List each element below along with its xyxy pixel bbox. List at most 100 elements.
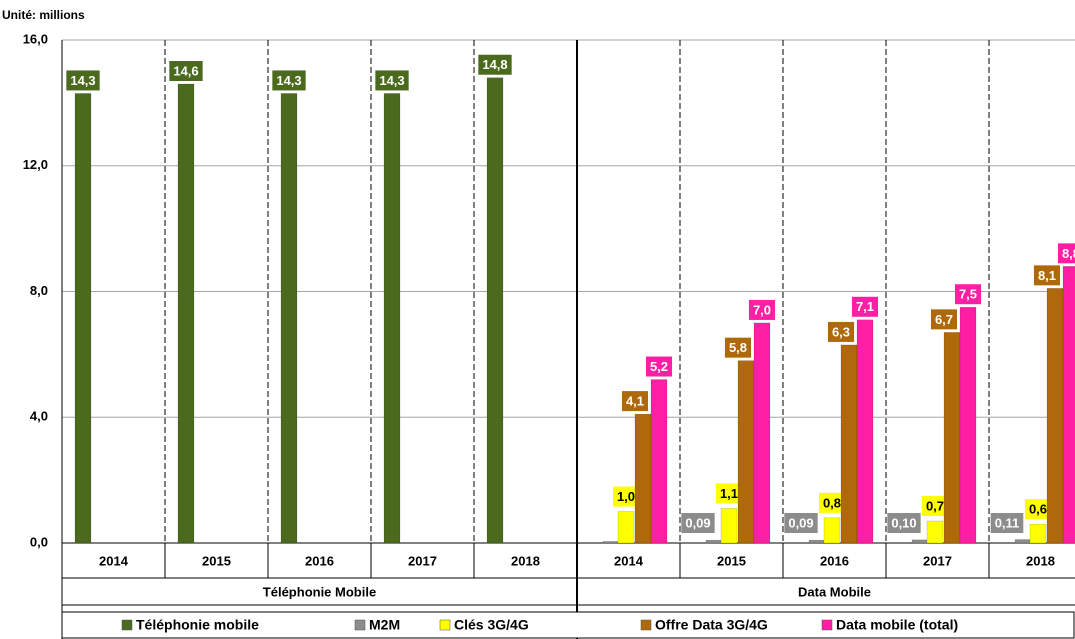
bar	[602, 541, 620, 544]
y-tick-label: 4,0	[30, 409, 48, 424]
bar	[486, 77, 504, 544]
bar	[177, 83, 195, 544]
value-label: 14,6	[173, 63, 198, 78]
legend-label: Clés 3G/4G	[454, 617, 529, 633]
value-label: 5,8	[729, 340, 747, 355]
bar	[1029, 523, 1047, 544]
value-label: 7,5	[959, 287, 977, 302]
value-label-bg	[784, 513, 818, 533]
x-tick-label: 2016	[305, 553, 334, 568]
value-label-bg	[1033, 265, 1061, 286]
value-label: 0,8	[823, 495, 841, 510]
legend-label: M2M	[369, 617, 400, 633]
x-tick-label: 2015	[202, 553, 231, 568]
value-label-bg	[818, 492, 846, 513]
bar	[634, 413, 652, 544]
bar	[617, 511, 635, 544]
value-label-bg	[272, 70, 306, 91]
value-label: 5,2	[650, 359, 668, 374]
bar	[705, 539, 723, 544]
bar	[840, 344, 858, 544]
value-label: 0,6	[1029, 502, 1047, 517]
group-label: Téléphonie Mobile	[263, 584, 376, 599]
bar	[737, 360, 755, 544]
value-label: 0,09	[685, 515, 710, 530]
value-label-bg	[887, 513, 921, 533]
value-label: 6,3	[832, 324, 850, 339]
value-label-bg	[954, 284, 982, 305]
bar	[959, 306, 977, 544]
value-label: 8,8	[1062, 246, 1075, 261]
x-tick-label: 2018	[511, 553, 540, 568]
value-label-bg	[724, 337, 752, 358]
x-tick-label: 2018	[1026, 553, 1055, 568]
value-label-bg	[681, 513, 715, 533]
value-label-bg	[748, 299, 776, 320]
value-label-bg	[930, 309, 958, 330]
value-label: 8,1	[1038, 268, 1056, 283]
group-label: Data Mobile	[798, 584, 871, 599]
value-label: 14,3	[379, 73, 404, 88]
value-label: 0,09	[788, 515, 813, 530]
value-label-bg	[1057, 243, 1075, 264]
legend-marker	[640, 619, 652, 631]
bar	[1014, 539, 1032, 544]
value-label: 14,3	[70, 73, 95, 88]
bar	[823, 517, 841, 544]
value-label: 7,0	[753, 302, 771, 317]
bar	[943, 332, 961, 544]
bar	[1046, 288, 1064, 544]
value-label: 14,3	[276, 73, 301, 88]
value-label-bg	[478, 54, 512, 75]
value-label: 0,11	[995, 515, 1020, 530]
value-label-bg	[990, 513, 1024, 533]
legend-box	[61, 611, 1075, 639]
bar	[856, 319, 874, 544]
y-tick-label: 8,0	[30, 283, 48, 298]
value-label-bg	[612, 486, 640, 507]
legend-marker	[354, 619, 366, 631]
bar	[280, 93, 298, 544]
legend-label: Offre Data 3G/4G	[655, 617, 768, 633]
bar	[383, 93, 401, 544]
unit-label: Unité: millions	[2, 8, 85, 22]
x-tick-label: 2014	[99, 553, 129, 568]
bar	[74, 93, 92, 544]
value-label-bg	[169, 61, 203, 82]
value-label: 0,10	[891, 515, 916, 530]
bar	[926, 520, 944, 544]
value-label-bg	[715, 483, 743, 504]
value-label-bg	[1024, 499, 1052, 520]
value-label-bg	[645, 356, 673, 377]
legend-label: Téléphonie mobile	[136, 617, 259, 633]
bar	[808, 539, 826, 544]
bar	[650, 379, 668, 544]
bar	[911, 539, 929, 544]
x-tick-label: 2017	[923, 553, 952, 568]
value-label: 6,7	[935, 312, 953, 327]
value-label-bg	[375, 70, 409, 91]
y-tick-label: 0,0	[30, 534, 48, 549]
value-label-bg	[621, 391, 649, 412]
value-label: 1,1	[720, 486, 738, 501]
value-label-bg	[851, 296, 879, 317]
bar	[753, 322, 771, 544]
bar	[1062, 266, 1075, 544]
legend-marker	[821, 619, 833, 631]
y-tick-label: 12,0	[23, 157, 48, 172]
legend-label: Data mobile (total)	[836, 617, 958, 633]
x-tick-label: 2016	[820, 553, 849, 568]
value-label: 1,0	[617, 489, 635, 504]
value-label: 4,1	[626, 394, 644, 409]
x-tick-label: 2015	[717, 553, 746, 568]
bar	[720, 508, 738, 544]
value-label: 0,7	[926, 498, 944, 513]
x-tick-label: 2017	[408, 553, 437, 568]
value-label: 7,1	[856, 299, 874, 314]
legend-marker	[121, 619, 133, 631]
legend-marker	[439, 619, 451, 631]
value-label: 14,8	[482, 57, 507, 72]
value-label-bg	[827, 321, 855, 342]
value-label-bg	[66, 70, 100, 91]
